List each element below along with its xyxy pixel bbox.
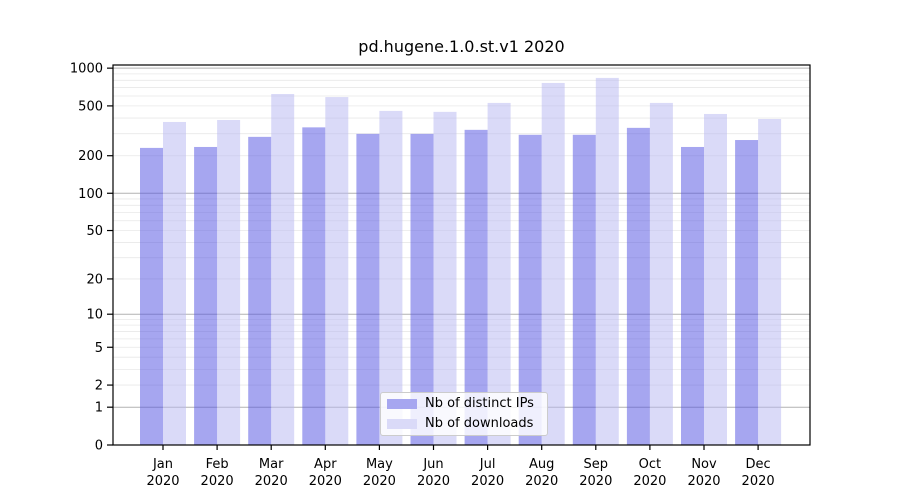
x-axis-tick-label: Jan 2020 (146, 457, 179, 489)
bar-distinct-ips-jul (464, 129, 488, 445)
bar-distinct-ips-jan (140, 147, 163, 445)
y-axis-tick-label: 20 (86, 272, 103, 287)
x-axis-tick-label: Nov 2020 (687, 457, 720, 489)
x-axis-tick-label: May 2020 (363, 457, 396, 489)
y-axis-tick-label: 10 (86, 308, 103, 323)
y-axis-tick-label: 100 (78, 187, 103, 202)
bar-downloads-aug (541, 82, 565, 445)
bar-downloads-apr (325, 97, 349, 445)
legend-swatch-downloads (387, 418, 417, 429)
bar-distinct-ips-feb (194, 146, 218, 445)
y-axis-tick-label: 50 (86, 224, 103, 239)
x-axis-tick-label: Feb 2020 (201, 457, 234, 489)
bar-downloads-nov (704, 113, 727, 445)
x-axis-tick-label: Dec 2020 (742, 457, 775, 489)
bar-downloads-jun (433, 111, 457, 445)
bar-distinct-ips-may (356, 133, 380, 445)
legend-label-distinct-ips: Nb of distinct IPs (425, 396, 534, 412)
x-axis-tick-label: Oct 2020 (633, 457, 666, 489)
bar-distinct-ips-sep (572, 134, 596, 446)
bar-distinct-ips-aug (518, 134, 542, 446)
legend-swatch-distinct-ips (387, 399, 417, 410)
x-axis-tick-label: Mar 2020 (255, 457, 288, 489)
bar-downloads-mar (271, 94, 295, 445)
y-axis-tick-label: 1000 (70, 62, 103, 77)
legend-row-downloads: Nb of downloads (387, 416, 541, 432)
x-axis-tick-label: Jun 2020 (417, 457, 450, 489)
bar-downloads-feb (217, 119, 241, 445)
bar-distinct-ips-mar (248, 136, 272, 445)
bar-distinct-ips-dec (735, 140, 759, 445)
legend: Nb of distinct IPs Nb of downloads (380, 392, 548, 436)
y-axis-tick-label: 1 (95, 401, 103, 416)
bar-downloads-oct (649, 102, 673, 446)
bar-downloads-may (379, 110, 403, 446)
legend-row-distinct-ips: Nb of distinct IPs (387, 396, 541, 412)
x-axis-tick-label: Apr 2020 (309, 457, 342, 489)
bar-downloads-sep (595, 77, 619, 445)
legend-label-downloads: Nb of downloads (425, 416, 534, 431)
bar-downloads-jan (163, 121, 186, 445)
bar-distinct-ips-nov (681, 146, 704, 445)
y-axis-tick-label: 5 (95, 341, 103, 356)
bar-distinct-ips-jun (410, 133, 434, 445)
x-axis-tick-label: Sep 2020 (579, 457, 612, 489)
y-axis-tick-label: 0 (95, 439, 103, 454)
bar-downloads-jul (487, 102, 511, 446)
y-axis-tick-label: 200 (78, 149, 103, 164)
y-axis-tick-label: 500 (78, 99, 103, 114)
y-axis-tick-label: 2 (95, 379, 103, 394)
x-axis-tick-label: Aug 2020 (525, 457, 558, 489)
plot-frame (112, 64, 811, 446)
bar-distinct-ips-oct (626, 127, 650, 445)
bar-downloads-dec (758, 119, 782, 445)
bar-distinct-ips-apr (302, 127, 326, 445)
x-axis-tick-label: Jul 2020 (471, 457, 504, 489)
chart-title: pd.hugene.1.0.st.v1 2020 (358, 37, 565, 56)
